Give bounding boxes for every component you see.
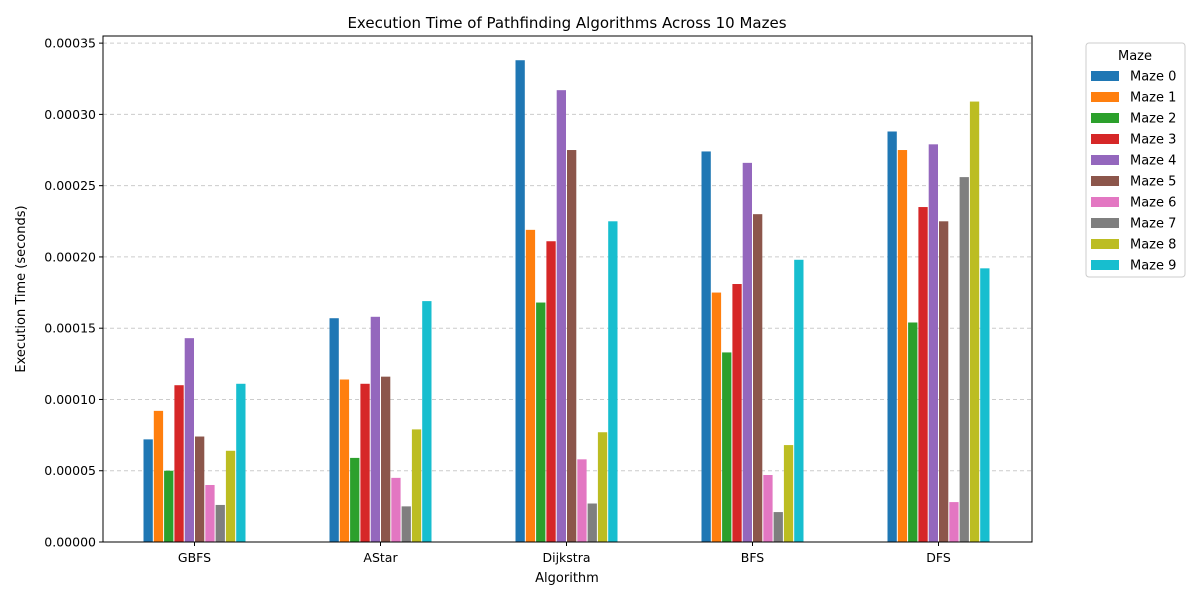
legend-swatch [1091,71,1119,81]
x-axis-label: Algorithm [535,571,599,586]
bar-maze-9-dijkstra [608,221,618,542]
bar-maze-7-bfs [773,512,783,542]
bar-maze-4-dijkstra [556,90,566,542]
bars [143,60,990,543]
y-tick-label: 0.00035 [44,36,96,51]
legend-label: Maze 5 [1130,175,1176,190]
y-tick-label: 0.00000 [44,535,96,550]
y-tick-label: 0.00015 [44,321,96,336]
y-tick-label: 0.00020 [44,249,96,264]
chart-title: Execution Time of Pathfinding Algorithms… [347,14,786,32]
bar-maze-6-dfs [949,502,959,542]
legend-label: Maze 0 [1130,70,1176,85]
x-tick-label: DFS [926,550,951,565]
legend-label: Maze 9 [1130,259,1176,274]
bar-maze-8-dijkstra [597,432,608,542]
legend-label: Maze 6 [1130,196,1176,211]
x-tick-label: Dijkstra [542,550,590,565]
legend-label: Maze 4 [1130,154,1176,169]
bar-maze-0-dfs [887,131,897,542]
legend-swatch [1091,155,1119,165]
bar-maze-6-bfs [763,475,773,542]
legend-swatch [1091,239,1119,249]
bar-maze-3-astar [360,383,370,542]
bar-maze-1-astar [339,379,350,542]
bar-maze-1-dfs [897,150,908,542]
legend-swatch [1091,92,1119,102]
bar-maze-3-dfs [918,207,928,543]
legend-swatch [1091,113,1119,123]
bar-maze-0-dijkstra [515,60,525,542]
bar-maze-8-bfs [783,445,794,542]
bar-maze-3-dijkstra [546,241,556,542]
bar-maze-5-dfs [939,221,949,542]
bar-maze-5-dijkstra [567,150,577,542]
bar-maze-3-bfs [732,284,742,542]
legend-label: Maze 2 [1130,112,1176,127]
bar-maze-9-bfs [794,259,804,542]
y-tick-label: 0.00010 [44,392,96,407]
plot-frame [102,35,1033,543]
bar-maze-4-bfs [742,162,752,543]
legend-swatch [1091,260,1119,270]
bar-maze-7-dijkstra [587,503,597,542]
legend-swatch [1091,134,1119,144]
bar-maze-2-dfs [908,322,918,542]
legend-label: Maze 7 [1130,217,1176,232]
bar-maze-1-dijkstra [525,229,536,542]
bar-maze-5-astar [381,376,391,542]
bar-maze-6-gbfs [205,484,215,542]
bar-maze-2-astar [350,457,360,542]
legend-label: Maze 3 [1130,133,1176,148]
y-axis: 0.00000 0.00005 0.00010 0.00015 0.00020 0.000… [44,36,103,550]
bar-maze-0-gbfs [143,439,153,542]
bar-maze-7-gbfs [215,504,225,542]
bar-maze-9-astar [422,301,432,542]
x-axis: GBFS AStar Dijkstra BFS DFS [178,542,951,565]
legend: Maze Maze 0 Maze 1 Maze 2 Maze 3 Maze 4 Maze … [1085,42,1186,278]
bar-maze-6-astar [391,477,401,542]
x-tick-label: GBFS [178,550,211,565]
bar-maze-3-gbfs [174,385,184,542]
y-tick-label: 0.00005 [44,463,96,478]
bar-maze-8-gbfs [225,450,236,542]
y-tick-label: 0.00025 [44,178,96,193]
legend-swatch [1091,197,1119,207]
bar-maze-2-dijkstra [536,302,546,542]
x-tick-label: BFS [741,550,765,565]
bar-maze-6-dijkstra [577,459,587,542]
legend-label: Maze 1 [1130,91,1176,106]
legend-swatch [1091,218,1119,228]
bar-maze-2-gbfs [164,470,174,542]
bar-maze-0-astar [329,318,339,542]
bar-maze-0-bfs [701,151,711,542]
legend-label: Maze 8 [1130,238,1176,253]
bar-maze-2-bfs [722,352,732,542]
bar-maze-8-astar [411,429,422,542]
bar-maze-4-dfs [928,144,938,542]
legend-title: Maze [1118,49,1152,64]
bar-maze-1-gbfs [153,410,164,542]
y-tick-label: 0.00030 [44,107,96,122]
bar-maze-7-astar [401,506,411,542]
bar-maze-1-bfs [711,292,722,542]
bar-maze-8-dfs [969,101,980,543]
legend-swatch [1091,176,1119,186]
bar-maze-9-dfs [980,268,990,542]
bar-maze-5-gbfs [195,436,205,542]
bar-maze-9-gbfs [236,383,246,542]
bar-maze-4-astar [370,316,380,542]
x-tick-label: AStar [363,550,398,565]
bar-maze-4-gbfs [184,338,194,542]
bar-maze-7-dfs [959,177,969,542]
bar-maze-5-bfs [753,214,763,543]
y-axis-label: Execution Time (seconds) [14,205,29,372]
